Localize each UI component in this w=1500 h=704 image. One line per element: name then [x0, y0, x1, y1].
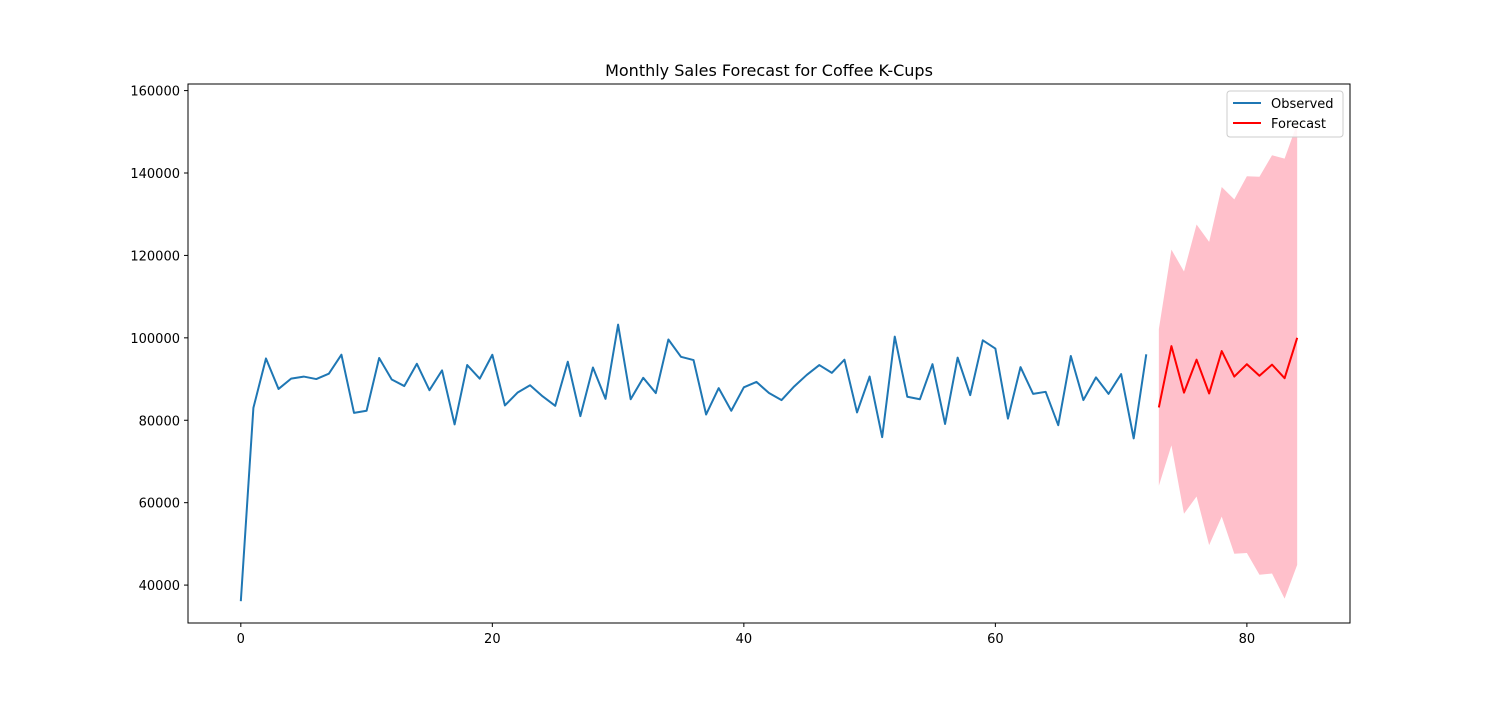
y-tick: 100000 [130, 332, 188, 347]
x-tick: 0 [237, 623, 245, 647]
axes [187, 83, 1351, 624]
series-lines-layer [239, 323, 1299, 602]
x-tick-label: 80 [1239, 632, 1256, 647]
y-tick: 80000 [139, 414, 188, 429]
forecast-confidence-band [1158, 123, 1298, 599]
y-tick-label: 120000 [130, 249, 180, 264]
x-tick-label: 0 [237, 632, 245, 647]
legend-label: Observed [1271, 97, 1334, 112]
legend-item-observed[interactable]: Observed [1233, 97, 1334, 112]
x-tick-label: 60 [987, 632, 1004, 647]
y-tick-label: 60000 [139, 497, 180, 512]
x-tick: 80 [1239, 623, 1256, 647]
legend-item-forecast[interactable]: Forecast [1233, 117, 1326, 132]
y-axis-ticks: 40000 60000 80000 100000 120000 140000 160000 [130, 85, 188, 594]
y-tick-label: 140000 [130, 167, 180, 182]
y-tick-label: 80000 [139, 414, 180, 429]
x-tick: 40 [736, 623, 753, 647]
y-tick: 40000 [139, 579, 188, 594]
x-tick: 20 [484, 623, 501, 647]
x-tick-label: 20 [484, 632, 501, 647]
y-tick: 140000 [130, 167, 188, 182]
y-tick: 120000 [130, 249, 188, 264]
x-axis-ticks: 0 20 40 60 80 [237, 623, 1255, 647]
y-tick-label: 100000 [130, 332, 180, 347]
forecast-series-line [1157, 337, 1299, 408]
plot-area-frame [187, 83, 1351, 624]
y-tick-label: 40000 [139, 579, 180, 594]
y-tick: 60000 [139, 497, 188, 512]
x-tick: 60 [987, 623, 1004, 647]
confidence-band-layer [1158, 123, 1298, 599]
legend[interactable]: Observed Forecast [1226, 90, 1344, 138]
legend-label: Forecast [1271, 117, 1326, 132]
x-tick-label: 40 [736, 632, 753, 647]
observed-series-line [239, 323, 1148, 602]
y-tick: 160000 [130, 85, 188, 100]
y-tick-label: 160000 [130, 85, 180, 100]
chart-title: Monthly Sales Forecast for Coffee K-Cups [605, 61, 933, 80]
